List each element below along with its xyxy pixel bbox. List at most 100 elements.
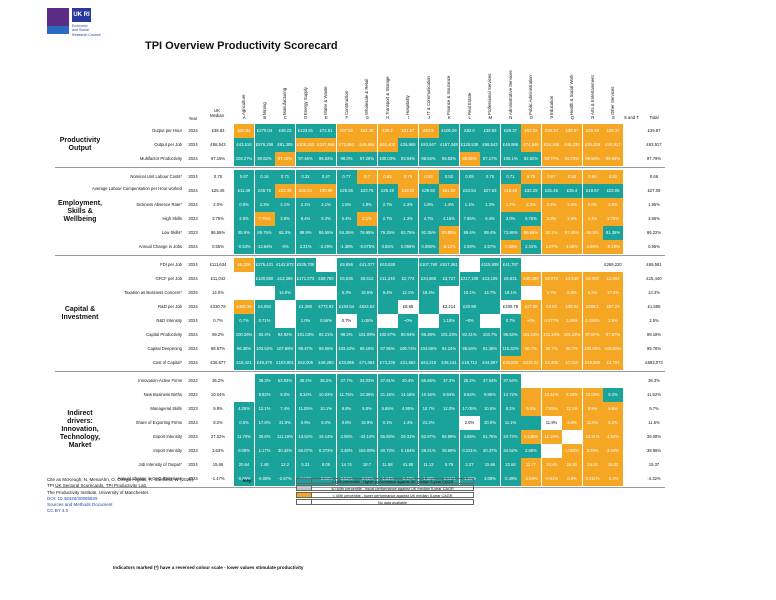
score-cell: -43.14% bbox=[357, 430, 377, 444]
score-cell: £28.32 bbox=[603, 124, 623, 138]
score-cell: 9.4% bbox=[377, 286, 398, 300]
doi-link[interactable]: DOI: 10.48420/30895829 bbox=[47, 495, 98, 501]
indicator-label: Nominal Unit Labour Costs* bbox=[130, 174, 182, 179]
score-cell: 100.26% bbox=[234, 328, 254, 342]
indicator-label: Cost of Capital* bbox=[152, 360, 182, 365]
score-cell: £330.79 bbox=[500, 300, 521, 314]
score-cell: £38.83 bbox=[480, 124, 500, 138]
score-cell: 99.0% bbox=[336, 152, 357, 166]
score-cell: -5.18% bbox=[603, 240, 623, 254]
score-cell: 2.1% bbox=[357, 212, 377, 226]
score-cell: 105.65% bbox=[582, 342, 603, 356]
score-cell bbox=[295, 286, 316, 300]
score-cell: £24,668 bbox=[418, 272, 439, 286]
score-cell bbox=[439, 416, 459, 430]
score-cell: 2.7% bbox=[377, 198, 398, 212]
score-cell: 1.5% bbox=[336, 198, 357, 212]
score-cell: 20.49 bbox=[541, 458, 562, 472]
score-cell: 15.5% bbox=[357, 286, 377, 300]
score-cell: 111.16% bbox=[275, 430, 295, 444]
score-cell: £49,470 bbox=[254, 356, 275, 370]
uk-median-value: £68,543 bbox=[210, 142, 226, 147]
score-cell: £20.91 bbox=[234, 124, 254, 138]
license-link[interactable]: CC BY 4.0 bbox=[47, 508, 69, 514]
score-cell bbox=[275, 314, 295, 328]
score-cell: £41,077 bbox=[357, 258, 377, 272]
score-cell: £171,073 bbox=[295, 272, 316, 286]
score-cell: £18,712 bbox=[459, 356, 480, 370]
score-cell: 2.5% bbox=[234, 212, 254, 226]
score-cell: 6.7% bbox=[541, 286, 562, 300]
score-cell: 90.7% bbox=[541, 342, 562, 356]
score-cell: 87.87% bbox=[603, 328, 623, 342]
score-cell: 97.17% bbox=[480, 152, 500, 166]
score-cell: £2,774 bbox=[398, 272, 418, 286]
score-cell: 89.6% bbox=[459, 226, 480, 240]
score-cell: £32.29 bbox=[521, 184, 541, 198]
score-cell: 1.17% bbox=[254, 444, 275, 458]
score-cell: 87.45% bbox=[562, 226, 582, 240]
legend-swatch bbox=[296, 485, 312, 491]
sector-letter: L bbox=[468, 115, 471, 120]
total-header: Total bbox=[649, 115, 659, 120]
total-value: 0.95% bbox=[648, 244, 660, 249]
indicator-year: 2024 bbox=[188, 346, 198, 351]
score-cell: 38.3% bbox=[254, 374, 275, 388]
score-cell: 0.67 bbox=[234, 170, 254, 184]
score-cell bbox=[582, 374, 603, 388]
score-cell: 0.55% bbox=[377, 240, 398, 254]
score-cell: 37.61% bbox=[377, 374, 398, 388]
score-cell: £107,760 bbox=[418, 258, 439, 272]
score-cell bbox=[603, 374, 623, 388]
score-cell: £8,060 bbox=[582, 272, 603, 286]
score-cell: £3,727 bbox=[439, 272, 459, 286]
score-cell: £48.23 bbox=[275, 124, 295, 138]
score-cell: 0.32 bbox=[295, 170, 316, 184]
score-cell bbox=[398, 258, 418, 272]
score-cell: ~0% bbox=[459, 314, 480, 328]
score-cell: -0.075% bbox=[357, 240, 377, 254]
citation-line: Cite as McKeogh, N. MenaAhn, O. Ortega-A… bbox=[47, 477, 195, 482]
indicator-year: 2024 bbox=[188, 174, 198, 179]
score-cell bbox=[418, 314, 439, 328]
legend-key-label: Key: bbox=[243, 478, 253, 483]
score-cell bbox=[377, 300, 398, 314]
score-cell: 11.9% bbox=[541, 416, 562, 430]
score-cell: 96.63% bbox=[316, 152, 336, 166]
score-cell: 2.1% bbox=[275, 198, 295, 212]
total-value: £1,595 bbox=[647, 304, 661, 309]
score-cell: 7.75% bbox=[254, 212, 275, 226]
indicator-year: 2023 bbox=[188, 406, 198, 411]
score-cell: 28.89% bbox=[439, 444, 459, 458]
score-cell: 86.55% bbox=[316, 226, 336, 240]
score-cell: 0.311% bbox=[582, 472, 603, 486]
sector-header: Other Services bbox=[610, 86, 615, 115]
indicator-label: Output per Hour bbox=[151, 128, 182, 133]
score-cell: £128,538 bbox=[459, 138, 480, 152]
score-cell: £19,590 bbox=[582, 356, 603, 370]
score-cell: £30.98 bbox=[316, 184, 336, 198]
score-cell bbox=[562, 258, 582, 272]
score-cell: 96.53% bbox=[500, 328, 521, 342]
indicator-year: 2024 bbox=[188, 188, 198, 193]
uk-median-value: £38.83 bbox=[211, 128, 225, 133]
score-cell: 5.31 bbox=[295, 458, 316, 472]
score-cell: 9.86% bbox=[480, 388, 500, 402]
score-cell: 14.7% bbox=[480, 286, 500, 300]
indicator-year: 2023 bbox=[188, 476, 198, 481]
score-cell: 90.77% bbox=[541, 152, 562, 166]
indicator-label: Capital Deepening bbox=[147, 346, 182, 351]
score-cell: 0.75 bbox=[480, 170, 500, 184]
score-cell: £773.92 bbox=[316, 300, 336, 314]
score-cell: 106.74% bbox=[398, 342, 418, 356]
score-cell: 0.9% bbox=[562, 472, 582, 486]
score-cell: 97.15% bbox=[275, 152, 295, 166]
score-cell: 12.2 bbox=[275, 458, 295, 472]
sources-link[interactable]: Sources and Methods Document bbox=[47, 502, 113, 508]
score-cell: 0.7% bbox=[234, 314, 254, 328]
score-cell: 0.87 bbox=[541, 170, 562, 184]
score-cell: 0.71 bbox=[275, 170, 295, 184]
score-cell: 101.24% bbox=[562, 328, 582, 342]
score-cell: £39.92 bbox=[418, 184, 439, 198]
score-cell: £25.55 bbox=[336, 184, 357, 198]
